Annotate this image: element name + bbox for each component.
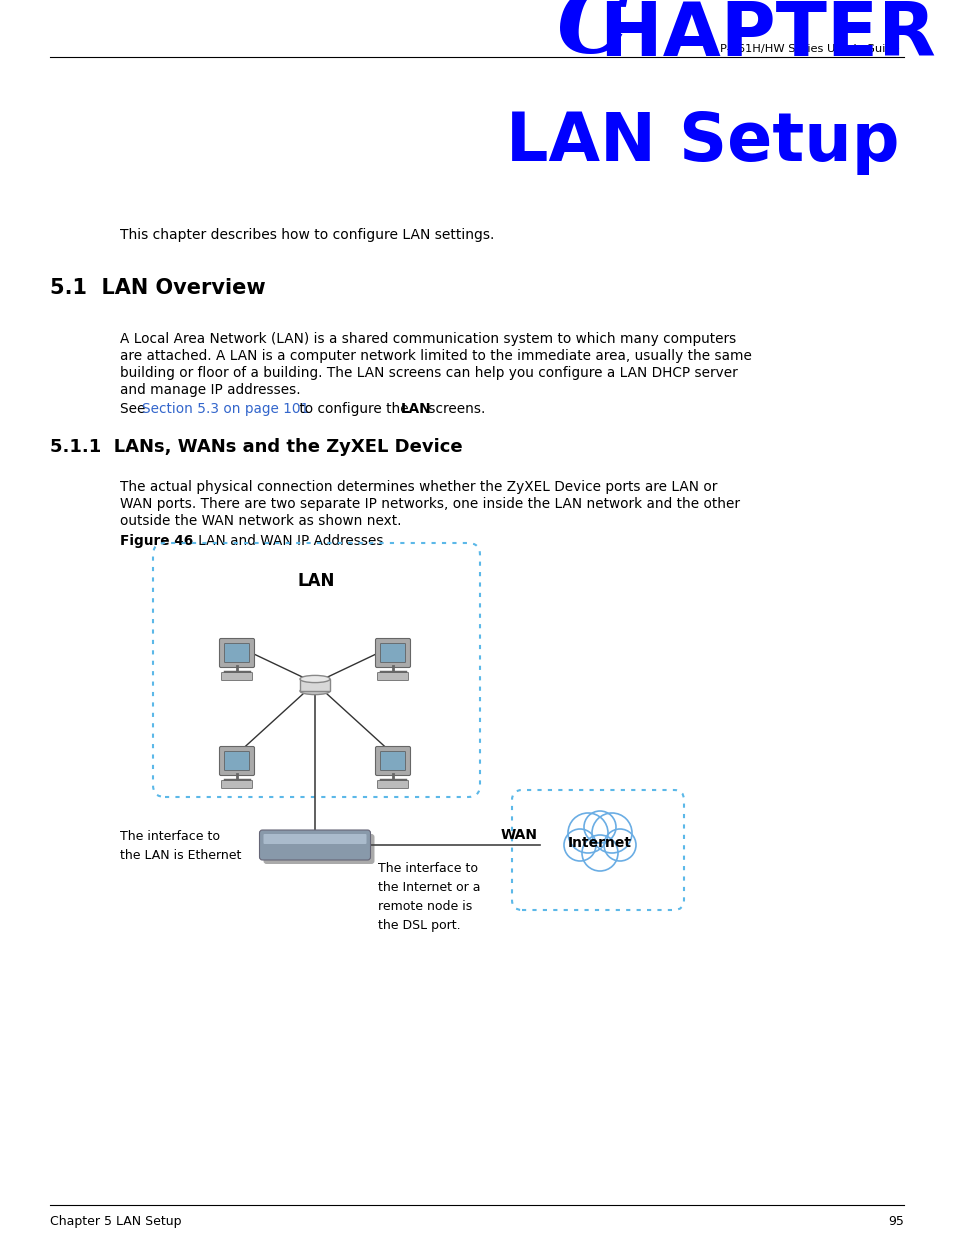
Polygon shape bbox=[299, 679, 330, 692]
FancyBboxPatch shape bbox=[377, 781, 408, 788]
Text: WAN: WAN bbox=[500, 827, 537, 842]
FancyBboxPatch shape bbox=[377, 673, 408, 680]
Text: outside the WAN network as shown next.: outside the WAN network as shown next. bbox=[120, 514, 401, 529]
Text: The actual physical connection determines whether the ZyXEL Device ports are LAN: The actual physical connection determine… bbox=[120, 480, 717, 494]
Circle shape bbox=[563, 829, 596, 861]
Text: LAN and WAN IP Addresses: LAN and WAN IP Addresses bbox=[185, 534, 383, 548]
Text: See: See bbox=[120, 403, 150, 416]
Text: A Local Area Network (LAN) is a shared communication system to which many comput: A Local Area Network (LAN) is a shared c… bbox=[120, 332, 736, 346]
FancyBboxPatch shape bbox=[380, 643, 405, 662]
Text: Internet: Internet bbox=[567, 836, 631, 850]
Text: The interface to
the LAN is Ethernet: The interface to the LAN is Ethernet bbox=[120, 830, 241, 862]
Circle shape bbox=[583, 811, 616, 844]
Text: 5.1  LAN Overview: 5.1 LAN Overview bbox=[50, 278, 265, 298]
Text: LAN Setup: LAN Setup bbox=[506, 109, 899, 175]
Text: P-661H/HW Series User’s Guide: P-661H/HW Series User’s Guide bbox=[720, 44, 899, 54]
Circle shape bbox=[603, 829, 636, 861]
FancyBboxPatch shape bbox=[224, 752, 250, 771]
FancyBboxPatch shape bbox=[221, 781, 253, 788]
Text: 95: 95 bbox=[887, 1215, 903, 1228]
FancyBboxPatch shape bbox=[380, 752, 405, 771]
Circle shape bbox=[592, 813, 631, 853]
Text: The interface to
the Internet or a
remote node is
the DSL port.: The interface to the Internet or a remot… bbox=[377, 862, 480, 932]
Circle shape bbox=[567, 813, 607, 853]
Text: are attached. A LAN is a computer network limited to the immediate area, usually: are attached. A LAN is a computer networ… bbox=[120, 350, 751, 363]
Text: This chapter describes how to configure LAN settings.: This chapter describes how to configure … bbox=[120, 228, 494, 242]
FancyBboxPatch shape bbox=[219, 638, 254, 667]
Text: HAPTER  5: HAPTER 5 bbox=[599, 0, 953, 72]
Text: 5.1.1  LANs, WANs and the ZyXEL Device: 5.1.1 LANs, WANs and the ZyXEL Device bbox=[50, 438, 462, 456]
Text: to configure the: to configure the bbox=[294, 403, 413, 416]
Circle shape bbox=[581, 835, 618, 871]
Ellipse shape bbox=[299, 688, 330, 694]
FancyBboxPatch shape bbox=[219, 746, 254, 776]
Text: screens.: screens. bbox=[423, 403, 485, 416]
Text: Chapter 5 LAN Setup: Chapter 5 LAN Setup bbox=[50, 1215, 181, 1228]
FancyBboxPatch shape bbox=[375, 638, 410, 667]
Text: and manage IP addresses.: and manage IP addresses. bbox=[120, 383, 300, 396]
FancyBboxPatch shape bbox=[221, 673, 253, 680]
Text: LAN: LAN bbox=[297, 572, 335, 590]
Text: WAN ports. There are two separate IP networks, one inside the LAN network and th: WAN ports. There are two separate IP net… bbox=[120, 496, 740, 511]
Text: Figure 46: Figure 46 bbox=[120, 534, 193, 548]
Text: building or floor of a building. The LAN screens can help you configure a LAN DH: building or floor of a building. The LAN… bbox=[120, 366, 737, 380]
FancyBboxPatch shape bbox=[259, 830, 370, 860]
Text: Section 5.3 on page 101: Section 5.3 on page 101 bbox=[142, 403, 309, 416]
Text: C: C bbox=[556, 0, 628, 72]
Text: LAN: LAN bbox=[400, 403, 431, 416]
Ellipse shape bbox=[299, 676, 330, 683]
FancyBboxPatch shape bbox=[375, 746, 410, 776]
FancyBboxPatch shape bbox=[263, 834, 366, 844]
FancyBboxPatch shape bbox=[224, 643, 250, 662]
FancyBboxPatch shape bbox=[263, 834, 375, 864]
